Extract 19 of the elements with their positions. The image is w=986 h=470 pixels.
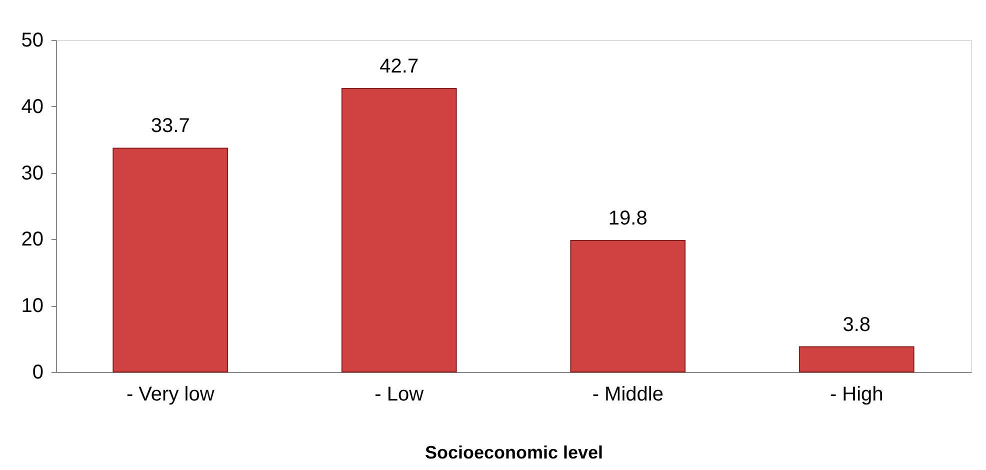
bar <box>112 148 228 372</box>
x-axis-title: Socioeconomic level <box>424 442 604 462</box>
x-tick-label: - Middle <box>592 384 664 406</box>
bar <box>570 240 686 372</box>
data-label: 33.7 <box>150 115 190 138</box>
y-tick-label: 30 <box>21 162 44 184</box>
bar <box>341 88 457 372</box>
x-tick-label: - High <box>830 384 884 406</box>
y-tick-label: 10 <box>21 295 44 318</box>
bar <box>798 346 914 372</box>
data-label: 3.8 <box>842 314 871 336</box>
y-tick-label: 50 <box>21 30 44 52</box>
data-label: 19.8 <box>608 208 648 230</box>
x-tick-label: - Low <box>374 384 424 406</box>
y-tick-label: 20 <box>21 228 44 251</box>
y-tick-label: 0 <box>32 362 44 384</box>
y-tick-label: 40 <box>21 96 44 118</box>
data-label: 42.7 <box>380 55 419 78</box>
x-tick-label: - Very low <box>126 384 215 406</box>
